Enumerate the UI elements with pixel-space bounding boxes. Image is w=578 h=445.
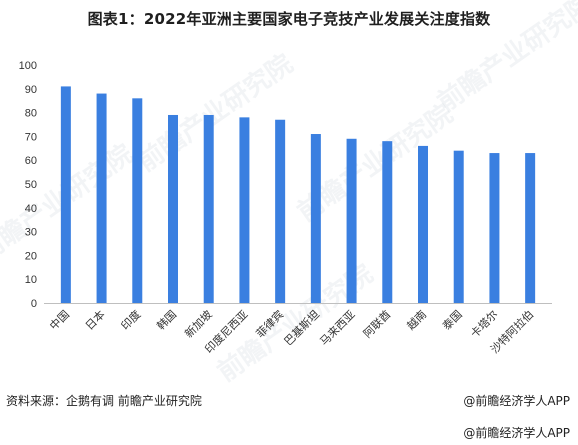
y-tick-label: 30: [25, 227, 37, 239]
bar: [489, 153, 500, 303]
bar: [382, 141, 393, 303]
watermark-text: 前瞻产业研究院: [432, 0, 578, 118]
credit-label-bottom: @前瞻经济学人APP: [463, 426, 570, 440]
y-tick-label: 70: [25, 131, 37, 143]
bar: [310, 134, 321, 303]
x-tick-label: 泰国: [439, 307, 464, 332]
bar: [275, 119, 286, 304]
x-tick-label: 阿联酋: [360, 307, 393, 340]
y-tick-label: 20: [25, 250, 37, 262]
y-tick-label: 0: [31, 298, 37, 310]
bar: [346, 138, 357, 303]
x-tick-label: 新加坡: [182, 307, 215, 340]
x-tick-label: 卡塔尔: [468, 308, 501, 341]
bar: [60, 86, 71, 303]
bar: [525, 153, 536, 303]
bar: [239, 117, 250, 303]
x-tick-label: 中国: [47, 308, 72, 333]
bar: [418, 145, 428, 303]
chart-title: 图表1：2022年亚洲主要国家电子竞技产业发展关注度指数: [87, 10, 491, 28]
bar: [453, 150, 464, 303]
y-tick-label: 60: [25, 155, 37, 167]
x-tick-label: 日本: [82, 307, 107, 332]
bar: [203, 114, 214, 303]
y-tick-label: 90: [25, 84, 37, 96]
bar: [168, 114, 178, 303]
source-note: 资料来源：企鹅有调 前瞻产业研究院: [6, 394, 202, 408]
y-tick-label: 80: [25, 108, 37, 120]
y-tick-label: 40: [25, 203, 37, 215]
x-tick-label: 韩国: [154, 307, 179, 332]
x-tick-label: 越南: [404, 307, 429, 332]
x-tick-label: 印度: [118, 307, 143, 332]
y-tick-label: 100: [19, 60, 37, 72]
y-tick-label: 50: [25, 179, 37, 191]
bar: [96, 93, 107, 303]
y-tick-label: 10: [25, 274, 37, 286]
credit-label: @前瞻经济学人APP: [463, 394, 570, 408]
watermark-text: 前瞻产业研究院: [132, 48, 299, 178]
bar: [132, 98, 143, 303]
